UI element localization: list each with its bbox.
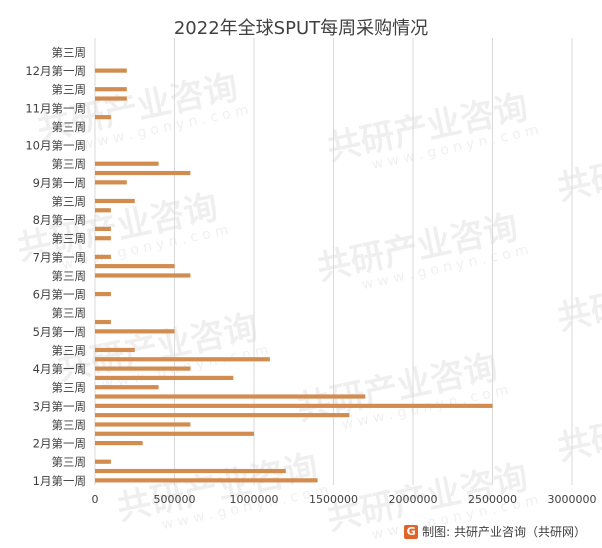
bar (95, 478, 318, 483)
x-tick-label: 2000000 (389, 493, 438, 506)
bar (95, 226, 111, 232)
x-tick-label: 0 (92, 493, 99, 506)
bar (95, 208, 111, 213)
x-axis-labels: 0 500000 1000000 1500000 2000000 2500000 30000… (92, 493, 597, 506)
x-tick-label: 1000000 (230, 493, 279, 506)
y-tick-label: 第三周 (52, 120, 87, 134)
bar (95, 319, 111, 325)
bar-series (95, 68, 493, 483)
x-tick-label: 500000 (154, 493, 196, 506)
y-tick-label: 1月第一周 (33, 474, 86, 488)
brand-logo-icon: G (404, 524, 419, 539)
y-tick-label: 8月第一周 (33, 213, 86, 227)
bar (95, 347, 135, 353)
bar (95, 329, 175, 334)
bar (95, 273, 191, 278)
y-tick-label: 5月第一周 (33, 325, 86, 339)
bar (95, 161, 159, 166)
bar (95, 264, 175, 269)
bar (95, 357, 270, 362)
bar (95, 170, 191, 176)
bar (95, 394, 366, 399)
bar (95, 68, 127, 73)
bar (95, 366, 191, 371)
y-tick-label: 第三周 (52, 306, 87, 320)
bar (95, 96, 127, 101)
y-tick-label: 第三周 (52, 194, 87, 208)
bar (95, 422, 191, 427)
y-tick-label: 第三周 (52, 381, 87, 395)
bar (95, 375, 234, 381)
y-tick-label: 7月第一周 (33, 250, 86, 264)
bar (95, 413, 350, 418)
y-tick-label: 11月第一周 (25, 101, 86, 115)
chart-title: 2022年全球SPUT每周采购情况 (173, 18, 429, 39)
y-tick-label: 第三周 (52, 418, 87, 432)
y-tick-label: 第三周 (52, 232, 87, 246)
y-tick-label: 10月第一周 (25, 139, 86, 153)
bar (95, 254, 111, 259)
bar (95, 385, 159, 390)
y-tick-label: 第三周 (52, 455, 87, 469)
y-tick-label: 第三周 (52, 343, 87, 357)
y-tick-label: 第三周 (52, 83, 87, 97)
watermark-text: 共研产业咨询 (554, 257, 602, 339)
y-tick-label: 3月第一周 (33, 399, 86, 413)
bar (95, 291, 111, 297)
bar (95, 180, 127, 185)
y-tick-label: 4月第一周 (33, 362, 86, 376)
y-tick-label: 2月第一周 (33, 437, 86, 451)
y-tick-label: 第三周 (52, 45, 87, 59)
bar (95, 236, 111, 241)
y-axis-labels: 1月第一周第三周2月第一周第三周3月第一周第三周4月第一周第三周5月第一周第三周… (25, 45, 86, 487)
watermark-text: 共研产业咨询 (554, 127, 602, 209)
bar (95, 468, 286, 474)
bar (95, 87, 127, 92)
y-tick-label: 9月第一周 (33, 176, 86, 190)
bar (95, 459, 111, 464)
y-tick-label: 6月第一周 (33, 288, 86, 302)
bar (95, 431, 254, 436)
source-text: 制图: 共研产业咨询（共研网） (422, 525, 586, 539)
bar (95, 440, 143, 446)
y-tick-label: 12月第一周 (25, 64, 86, 78)
y-tick-label: 第三周 (52, 157, 87, 171)
x-tick-label: 2500000 (468, 493, 517, 506)
bar (95, 403, 493, 408)
gridlines (94, 38, 573, 485)
x-tick-label: 1500000 (309, 493, 358, 506)
bar (95, 115, 111, 120)
source-credit: G 制图: 共研产业咨询（共研网） (404, 523, 586, 540)
y-tick-label: 第三周 (52, 269, 87, 283)
bar (95, 198, 135, 204)
x-tick-label: 3000000 (548, 493, 597, 506)
watermark-text: 共研产业咨询 (554, 387, 602, 469)
